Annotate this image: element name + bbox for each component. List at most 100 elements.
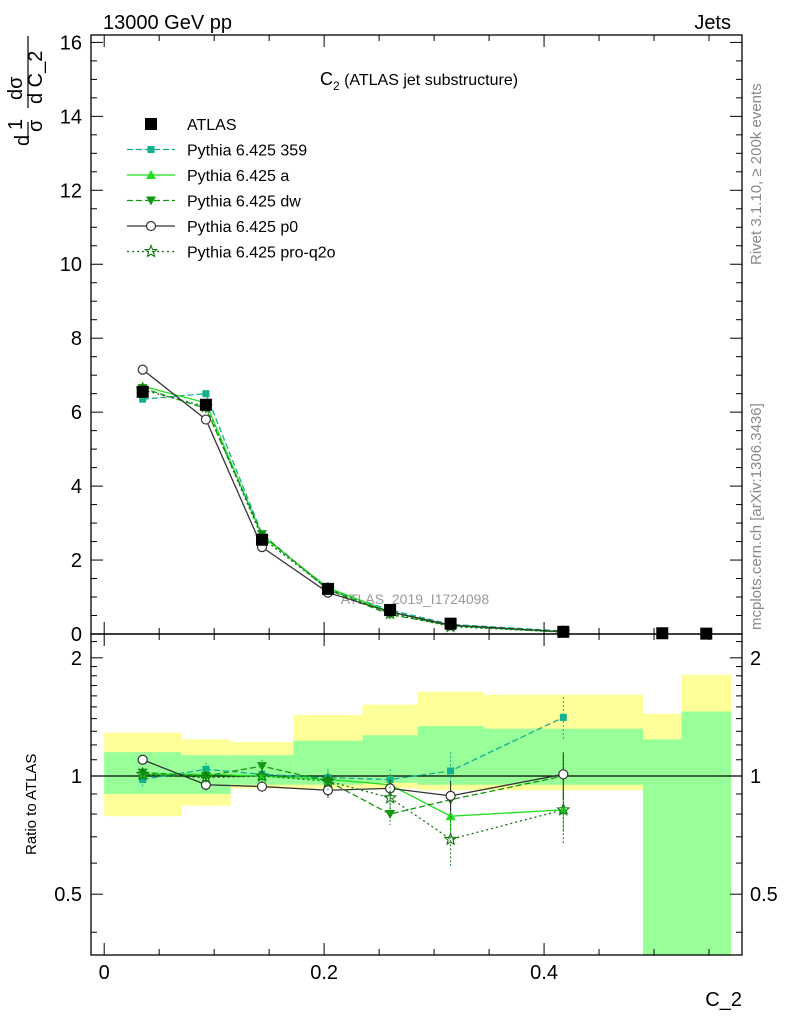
marker-triangle-down [146, 196, 156, 206]
marker-triangle-up [445, 811, 456, 821]
title-main: C [320, 69, 333, 89]
rivet-label: Rivet 3.1.10, ≥ 200k events [748, 83, 765, 265]
marker-star [443, 831, 458, 846]
marker-star [198, 770, 214, 784]
ratio-panel-frame [90, 633, 743, 956]
legend-label: Pythia 6.425 a [187, 168, 289, 185]
marker-square [557, 625, 570, 638]
marker-circle [137, 364, 148, 375]
legend-label: Pythia 6.425 p0 [187, 219, 298, 236]
header-energy-label: 13000 GeV pp [103, 12, 232, 34]
series-point-ratio [198, 770, 214, 784]
series-point-top [137, 364, 148, 375]
legend-entry: Pythia 6.425 359 [127, 143, 307, 160]
plot-marks [91, 364, 742, 866]
atlas-data-point [255, 533, 268, 546]
series-point-ratio [256, 762, 267, 772]
atlas-data-point [656, 627, 669, 640]
legend-marker [146, 196, 156, 206]
series-point-ratio [447, 767, 455, 775]
legend-entry: Pythia 6.425 pro-q2o [127, 243, 336, 262]
legend-marker [145, 220, 157, 232]
legend-label: Pythia 6.425 pro-q2o [187, 245, 336, 262]
atlas-data-point [136, 385, 149, 398]
marker-circle [137, 754, 148, 765]
ylabel-frac1-den: σ [25, 119, 47, 132]
band-green-bin [417, 726, 484, 785]
marker-star [143, 243, 159, 258]
y-tick-label-top: 16 [60, 32, 82, 54]
marker-star [320, 773, 336, 788]
series-point-top [200, 414, 212, 425]
marker-triangle-down [256, 762, 267, 772]
marker-circle [445, 790, 456, 801]
y-tick-label-top: 2 [71, 550, 82, 572]
marker-star [135, 766, 150, 781]
x-axis-label: C_2 [705, 989, 742, 1011]
chart-title: C2 (ATLAS jet substructure) [320, 69, 518, 93]
marker-square [321, 582, 334, 595]
band-green-bin [643, 739, 682, 955]
y-tick-label-top: 6 [71, 402, 82, 424]
band-green-bin [681, 711, 732, 955]
marker-star [556, 802, 571, 816]
y-tick-label-top: 0 [71, 624, 82, 646]
marker-square [139, 395, 147, 403]
marker-square [199, 398, 212, 411]
legend-label: Pythia 6.425 dw [187, 194, 301, 211]
y-tick-label-top: 10 [60, 254, 82, 276]
marker-square [656, 627, 669, 640]
atlas-data-point [444, 617, 457, 630]
marker-triangle-up [146, 170, 156, 179]
marker-triangle-down [137, 768, 148, 778]
marker-square [147, 146, 155, 153]
marker-square [255, 533, 268, 546]
top-ylabel: d 1 σ dσ d C_2 [5, 36, 47, 146]
y-tick-label-top: 12 [60, 180, 82, 202]
y-tick-label-ratio-right: 0.5 [750, 884, 778, 906]
marker-star [254, 768, 270, 783]
atlas-data-point [384, 603, 397, 616]
atlas-data-point [199, 398, 212, 411]
mcplots-label: mcplots.cern.ch [arXiv:1306.3436] [748, 403, 765, 630]
y-tick-label-ratio: 2 [71, 648, 82, 670]
legend-entry: Pythia 6.425 p0 [127, 219, 298, 236]
legend-marker [146, 170, 156, 179]
marker-square [444, 617, 457, 630]
series-point-ratio [558, 769, 569, 780]
series-point-top [139, 395, 147, 403]
series-point-ratio [385, 810, 396, 820]
title-sub: 2 [333, 79, 340, 93]
y-tick-label-top: 8 [71, 328, 82, 350]
legend-entry: Pythia 6.425 a [127, 168, 289, 185]
marker-triangle-down [200, 772, 211, 782]
ylabel-frac2-num: dσ [5, 76, 27, 100]
legend-marker [143, 243, 159, 258]
atlas-data-point [557, 625, 570, 638]
y-tick-label-top: 14 [60, 106, 82, 128]
legend-marker [145, 118, 157, 130]
series-point-ratio [320, 773, 336, 788]
marker-square [447, 767, 455, 775]
ylabel-prefix: d [12, 135, 34, 146]
ratio-uncertainty-bands [104, 674, 732, 955]
legend-label: ATLAS [187, 117, 237, 134]
series-point-ratio [135, 766, 150, 781]
legend-label: Pythia 6.425 359 [187, 143, 307, 160]
series-point-ratio [443, 831, 458, 846]
x-tick-label: 0 [99, 962, 110, 984]
atlas-data-point [321, 582, 334, 595]
marker-square [136, 385, 149, 398]
legend-entry: ATLAS [145, 117, 237, 134]
y-tick-label-top: 4 [71, 476, 82, 498]
series-point-ratio [556, 802, 571, 816]
series-point-ratio [137, 754, 148, 765]
legend: ATLAS Pythia 6.425 359 Pythia 6.425 a Pythi… [127, 117, 336, 262]
marker-square [145, 118, 157, 130]
marker-circle [145, 220, 157, 232]
series-point-ratio [256, 781, 268, 792]
series-point-ratio [200, 772, 211, 782]
marker-triangle-down [385, 810, 396, 820]
